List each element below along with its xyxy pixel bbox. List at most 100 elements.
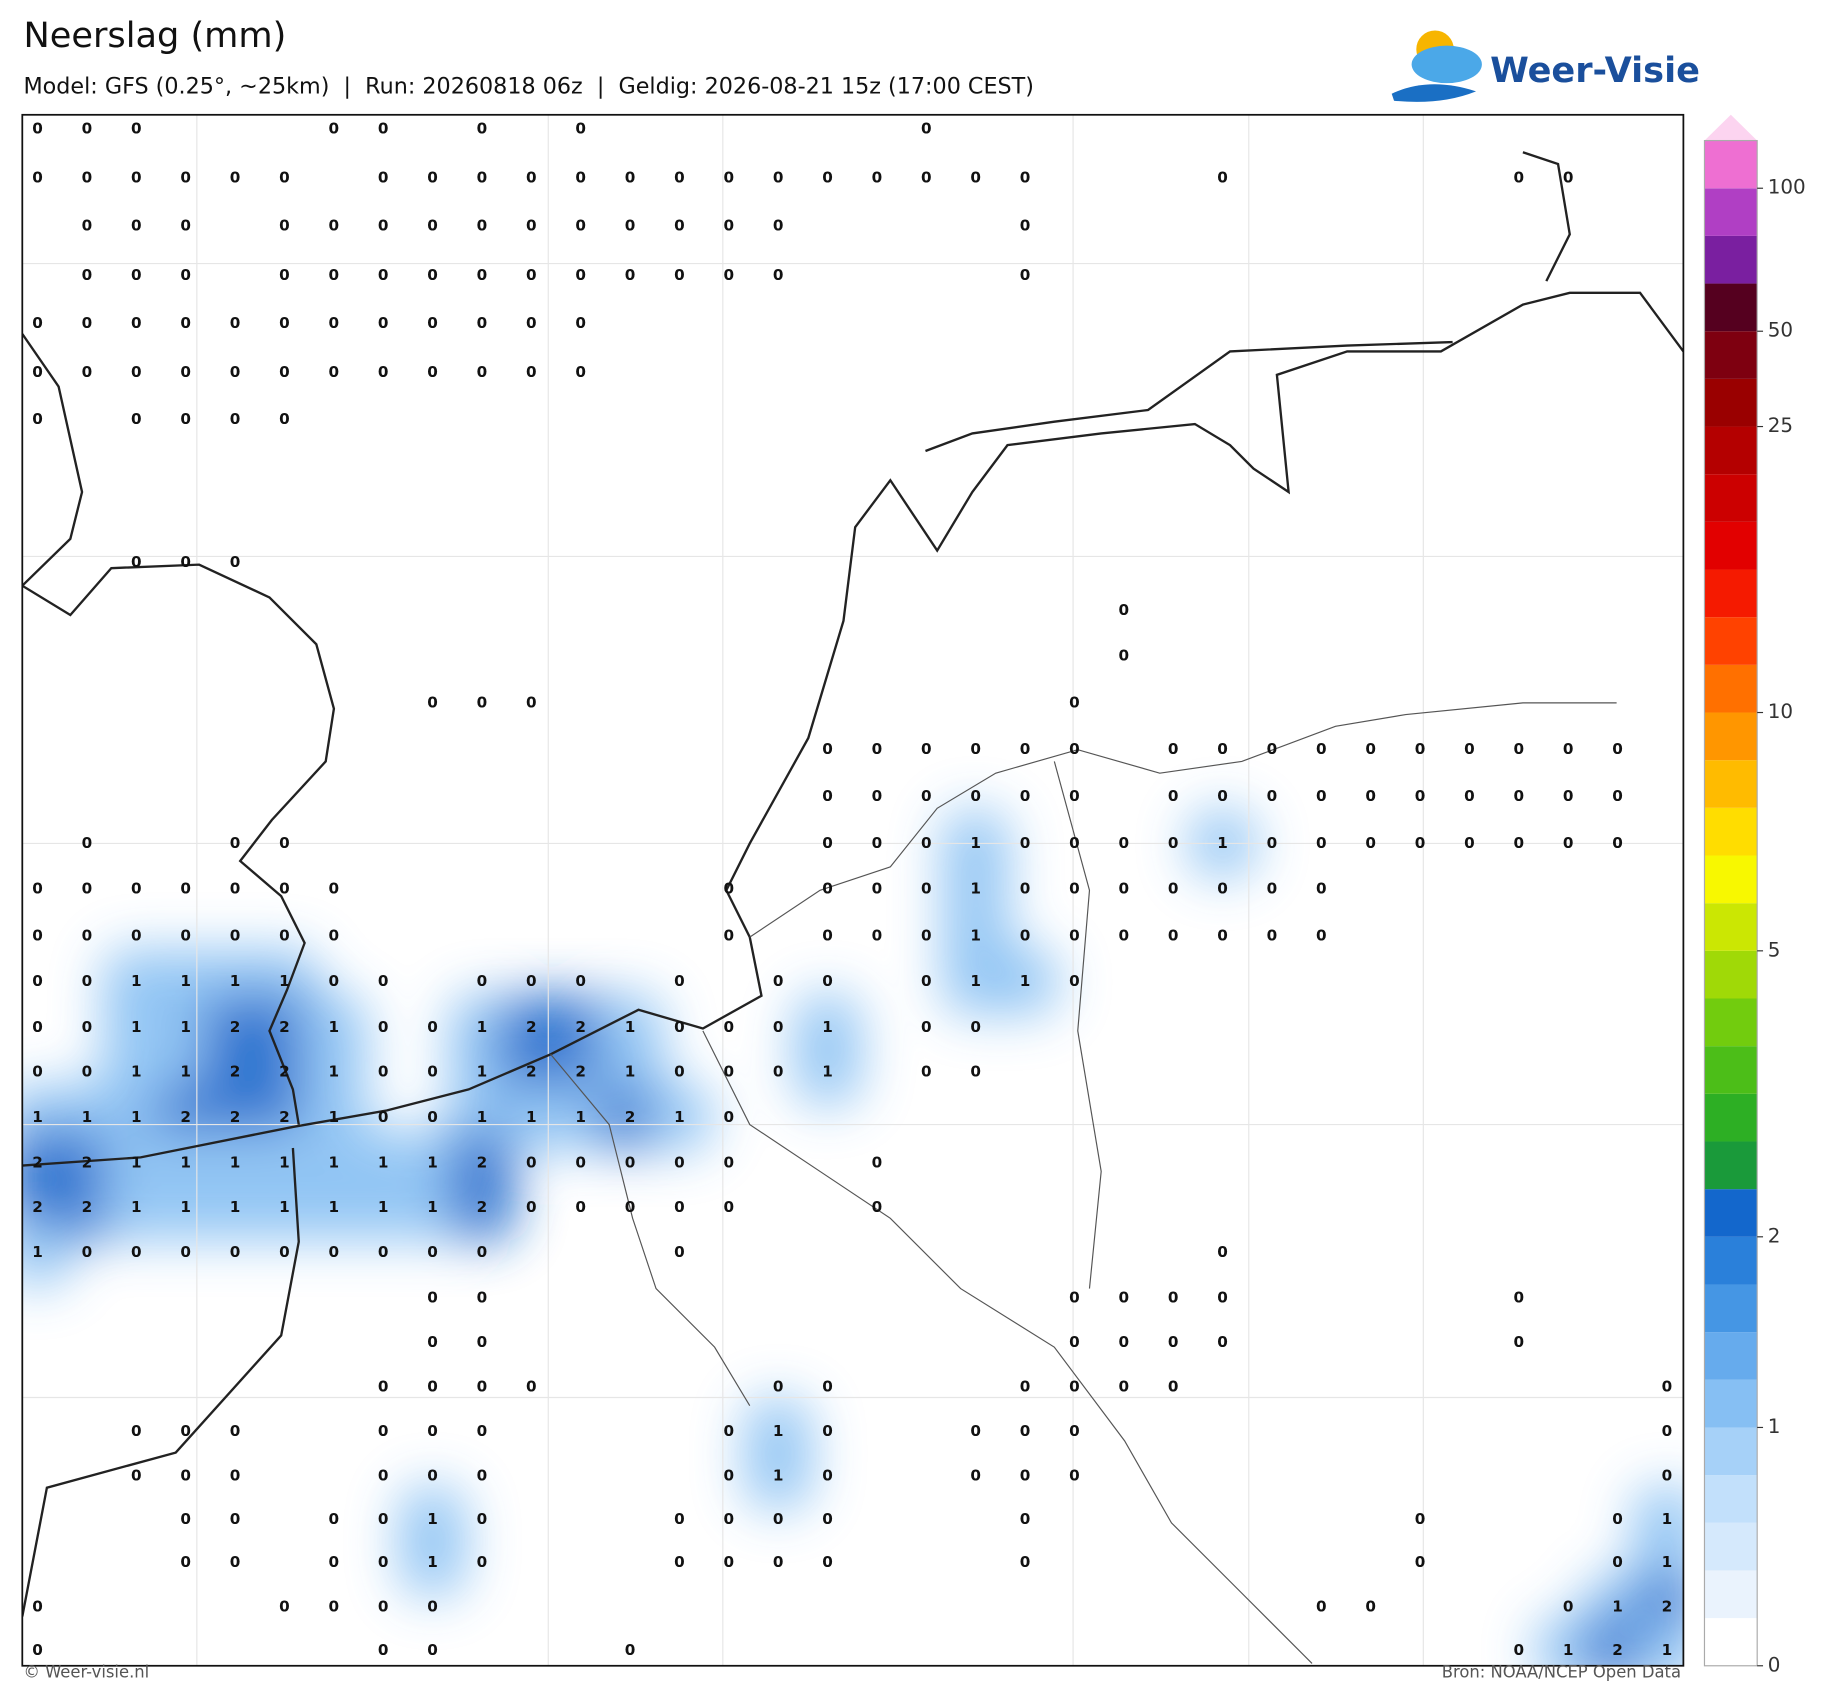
precip-value: 0: [378, 1243, 389, 1261]
precip-value: 0: [279, 1243, 290, 1261]
precip-cell: [22, 1217, 73, 1288]
precip-value: 0: [477, 314, 488, 332]
precip-value: 0: [328, 119, 339, 137]
precip-value: 0: [723, 169, 734, 187]
precip-value: 0: [427, 1377, 438, 1395]
precip-value: 0: [625, 1198, 636, 1216]
colorbar-segment: [1704, 1141, 1758, 1190]
precip-value: 0: [230, 1243, 241, 1261]
precip-value: 0: [1069, 1467, 1080, 1485]
precip-value: 0: [822, 834, 833, 852]
precip-value: 0: [1612, 834, 1623, 852]
precip-value: 0: [180, 1510, 191, 1528]
precip-value: 0: [526, 1377, 537, 1395]
precip-value: 1: [32, 1108, 43, 1126]
precip-value: 0: [82, 119, 93, 137]
precip-value: 0: [1415, 834, 1426, 852]
precip-value: 0: [872, 787, 883, 805]
precip-value: 1: [970, 926, 981, 944]
precip-value: 0: [180, 363, 191, 381]
precip-value: 0: [477, 217, 488, 235]
precip-value: 0: [1514, 1333, 1525, 1351]
precip-value: 0: [921, 1018, 932, 1036]
precip-value: 0: [328, 217, 339, 235]
precip-value: 2: [230, 1018, 241, 1036]
colorbar-segment: [1704, 664, 1758, 713]
precip-value: 0: [1365, 787, 1376, 805]
precip-value: 2: [180, 1108, 191, 1126]
precip-value: 0: [625, 1154, 636, 1172]
precip-value: 1: [180, 1154, 191, 1172]
precip-value: 0: [1514, 169, 1525, 187]
precip-value: 0: [378, 1510, 389, 1528]
precip-value: 0: [32, 880, 43, 898]
precip-value: 0: [575, 314, 586, 332]
precip-value: 0: [427, 1288, 438, 1306]
precip-value: 0: [131, 926, 142, 944]
precip-value: 0: [526, 363, 537, 381]
precip-value: 0: [279, 926, 290, 944]
precip-value: 0: [970, 1422, 981, 1440]
precip-value: 0: [674, 266, 685, 284]
precip-value: 0: [230, 880, 241, 898]
precip-value: 1: [427, 1154, 438, 1172]
precip-value: 0: [82, 266, 93, 284]
precip-value: 0: [1316, 1598, 1327, 1616]
precip-value: 0: [1069, 740, 1080, 758]
precip-value: 2: [625, 1108, 636, 1126]
precip-value: 0: [1267, 787, 1278, 805]
precip-value: 0: [921, 169, 932, 187]
precip-value: 0: [822, 1510, 833, 1528]
precip-value: 0: [575, 169, 586, 187]
precip-cell: [792, 1036, 863, 1107]
precip-value: 1: [773, 1422, 784, 1440]
precip-value: 0: [131, 266, 142, 284]
precip-value: 0: [427, 1243, 438, 1261]
precip-value: 0: [822, 880, 833, 898]
precip-value: 0: [82, 926, 93, 944]
precip-value: 0: [1563, 834, 1574, 852]
precip-value: 0: [1217, 926, 1228, 944]
precip-value: 0: [1069, 834, 1080, 852]
precip-value: 0: [131, 880, 142, 898]
precip-value: 0: [427, 217, 438, 235]
precip-value: 1: [1217, 834, 1228, 852]
precip-value: 1: [230, 1198, 241, 1216]
precip-value: 0: [82, 169, 93, 187]
precip-cell: [298, 1172, 369, 1243]
precip-value: 0: [427, 1108, 438, 1126]
colorbar-segment: [1704, 1522, 1758, 1571]
precip-value: 0: [328, 1510, 339, 1528]
precip-value: 0: [674, 1154, 685, 1172]
colorbar-segment: [1704, 521, 1758, 570]
precip-value: 0: [378, 169, 389, 187]
precip-value: 0: [1069, 1422, 1080, 1440]
precip-value: 0: [477, 266, 488, 284]
precip-value: 0: [328, 363, 339, 381]
precip-value: 0: [279, 363, 290, 381]
precip-value: 0: [970, 1062, 981, 1080]
precip-value: 0: [575, 119, 586, 137]
precip-value: 0: [1217, 740, 1228, 758]
precip-value: 0: [427, 1333, 438, 1351]
precip-value: 1: [131, 1018, 142, 1036]
precip-value: 0: [970, 1467, 981, 1485]
precip-value: 1: [131, 972, 142, 990]
precip-value: 0: [1069, 693, 1080, 711]
precip-cell: [1631, 1615, 1684, 1666]
map-frame: [21, 113, 1685, 1667]
precip-value: 2: [477, 1198, 488, 1216]
precip-value: 0: [1069, 1377, 1080, 1395]
precip-value: 0: [674, 972, 685, 990]
colorbar-segment: [1704, 807, 1758, 856]
precip-value: 0: [1514, 1288, 1525, 1306]
precip-cell: [348, 1172, 419, 1243]
precip-value: 0: [1168, 834, 1179, 852]
precip-value: 0: [1662, 1422, 1673, 1440]
precip-value: 0: [1464, 787, 1475, 805]
precip-value: 0: [427, 1422, 438, 1440]
precip-value: 2: [477, 1154, 488, 1172]
colorbar-segment: [1704, 998, 1758, 1047]
precip-value: 1: [970, 880, 981, 898]
